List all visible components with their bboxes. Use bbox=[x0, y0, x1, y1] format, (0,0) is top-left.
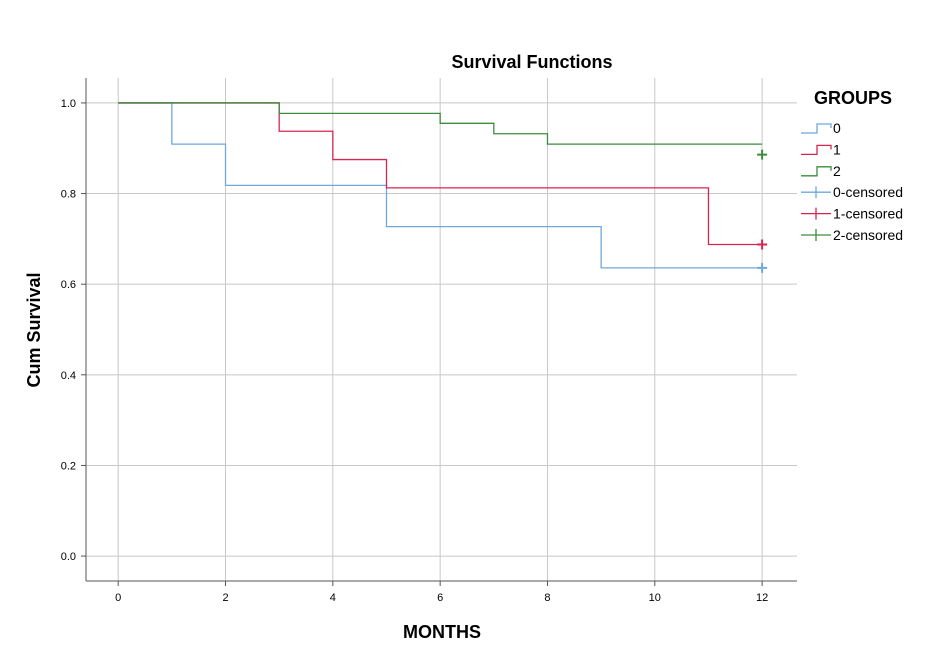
x-tick-label: 0 bbox=[115, 592, 121, 604]
y-tick-label: 0.8 bbox=[61, 189, 76, 201]
x-tick-label: 10 bbox=[649, 592, 661, 604]
legend-label: 1 bbox=[833, 141, 841, 157]
legend-swatch-2 bbox=[801, 166, 832, 177]
legend-label: 2-censored bbox=[833, 227, 903, 243]
y-tick-label: 0.2 bbox=[61, 460, 76, 472]
y-tick-label: 0.0 bbox=[61, 551, 76, 563]
chart-title: Survival Functions bbox=[451, 52, 612, 72]
x-axis-title: MONTHS bbox=[403, 622, 481, 642]
x-tick-labels: 0 2 4 6 8 10 12 bbox=[115, 592, 768, 604]
legend-label: 2 bbox=[833, 163, 841, 179]
legend-swatch-0 bbox=[801, 123, 832, 134]
x-tick-label: 4 bbox=[330, 592, 336, 604]
y-tick-labels: 0.0 0.2 0.4 0.6 0.8 1.0 bbox=[61, 98, 76, 563]
x-tick-label: 12 bbox=[756, 592, 768, 604]
censor-mark-0 bbox=[757, 262, 768, 273]
censor-mark-1 bbox=[757, 239, 768, 250]
x-tick-label: 2 bbox=[222, 592, 228, 604]
y-tick-label: 0.6 bbox=[61, 279, 76, 291]
y-tick-label: 0.4 bbox=[61, 370, 76, 382]
series-lines bbox=[118, 102, 763, 269]
legend-label: 0-censored bbox=[833, 184, 903, 200]
legend-swatch-1 bbox=[801, 144, 832, 156]
x-tick-label: 8 bbox=[544, 592, 550, 604]
x-tick-label: 6 bbox=[437, 592, 443, 604]
y-axis-title: Cum Survival bbox=[24, 272, 44, 387]
series-line-2 bbox=[118, 102, 763, 145]
legend-swatch-2-censored bbox=[801, 229, 831, 241]
legend-swatch-1-censored bbox=[801, 207, 831, 220]
series-line-0 bbox=[118, 102, 763, 269]
y-tick-label: 1.0 bbox=[61, 98, 76, 110]
axes bbox=[81, 78, 797, 586]
censor-mark-2 bbox=[757, 149, 768, 160]
series-line-1 bbox=[118, 102, 763, 246]
legend: GROUPS 0 1 2 0-censored 1-censored 2-censored bbox=[801, 88, 903, 243]
legend-label: 0 bbox=[833, 120, 841, 136]
legend-swatch-0-censored bbox=[801, 186, 831, 199]
legend-label: 1-censored bbox=[833, 206, 903, 222]
grid bbox=[86, 78, 797, 581]
legend-title: GROUPS bbox=[814, 88, 892, 108]
censor-marks bbox=[757, 149, 768, 273]
